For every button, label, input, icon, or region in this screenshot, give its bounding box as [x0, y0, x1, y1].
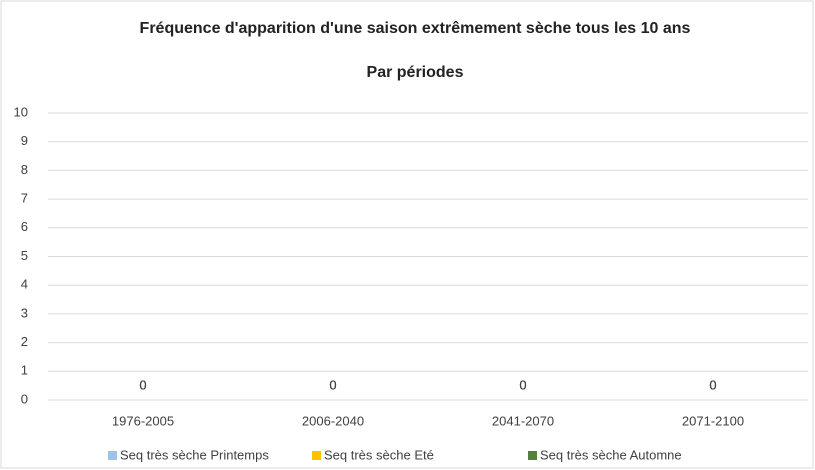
data-label: 0: [329, 377, 336, 392]
y-tick-label: 2: [21, 334, 28, 349]
y-tick-label: 8: [21, 162, 28, 177]
data-label: 0: [329, 377, 336, 392]
x-tick-label: 2041-2070: [492, 413, 554, 428]
legend-swatch: [108, 451, 117, 460]
legend-label: Seq très sèche Printemps: [120, 447, 269, 462]
chart-subtitle: Par périodes: [366, 64, 464, 81]
legend-swatch: [528, 451, 537, 460]
y-tick-label: 3: [21, 305, 28, 320]
data-label: 0: [709, 377, 716, 392]
y-tick-label: 0: [21, 391, 28, 406]
data-label: 0: [139, 377, 146, 392]
legend-swatch: [312, 451, 321, 460]
data-label: 0: [329, 377, 336, 392]
y-tick-label: 10: [14, 104, 28, 119]
data-label: 0: [709, 377, 716, 392]
legend-label: Seq très sèche Eté: [324, 447, 434, 462]
data-label: 0: [139, 377, 146, 392]
data-label: 0: [519, 377, 526, 392]
y-tick-label: 9: [21, 133, 28, 148]
legend-label: Seq très sèche Automne: [540, 447, 682, 462]
y-tick-label: 4: [21, 277, 28, 292]
y-tick-label: 5: [21, 248, 28, 263]
data-label: 0: [519, 377, 526, 392]
data-label: 0: [709, 377, 716, 392]
y-tick-label: 1: [21, 363, 28, 378]
data-label: 0: [139, 377, 146, 392]
x-tick-label: 1976-2005: [112, 413, 174, 428]
x-tick-label: 2071-2100: [682, 413, 744, 428]
y-tick-label: 6: [21, 219, 28, 234]
y-tick-label: 7: [21, 191, 28, 206]
chart-title: Fréquence d'apparition d'une saison extr…: [139, 20, 691, 37]
x-tick-label: 2006-2040: [302, 413, 364, 428]
data-label: 0: [519, 377, 526, 392]
